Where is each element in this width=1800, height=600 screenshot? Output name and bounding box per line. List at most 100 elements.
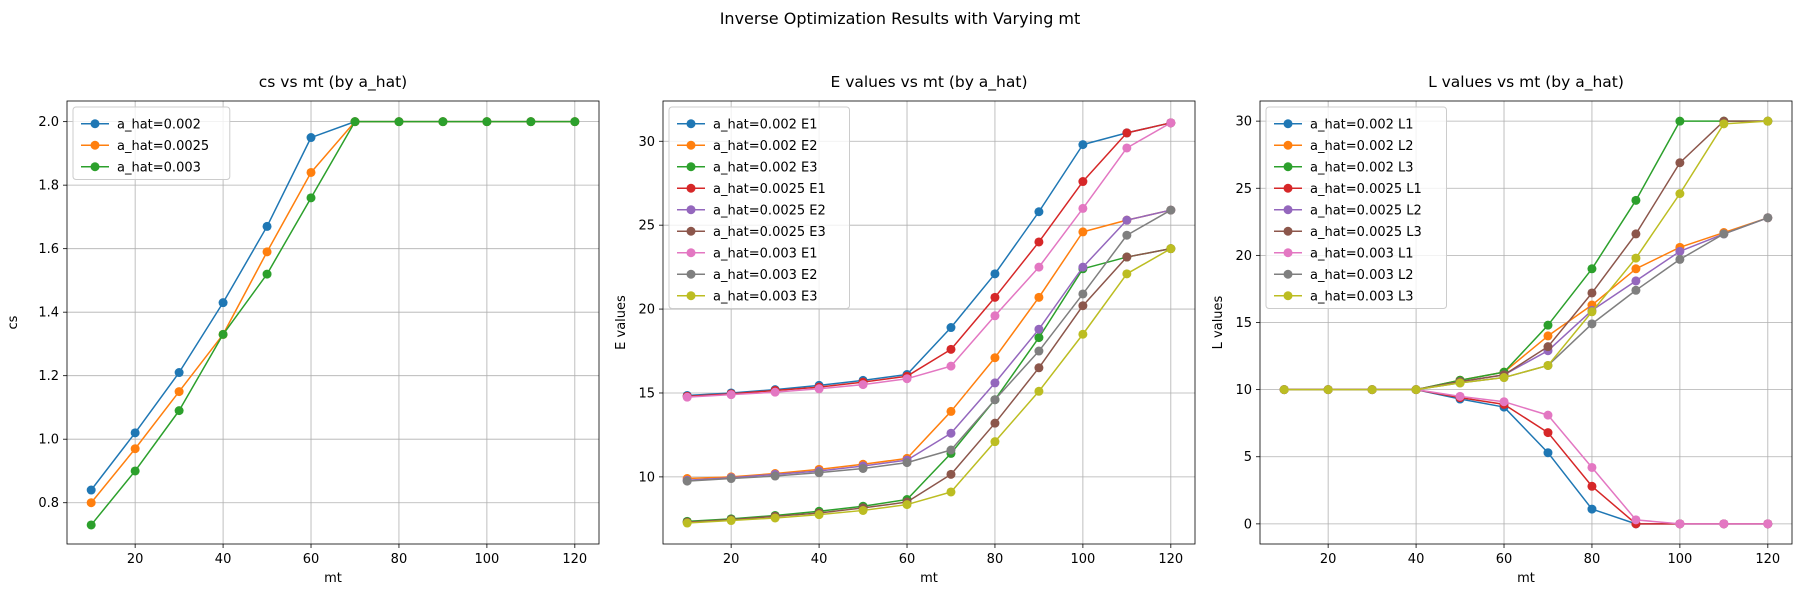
chart-title: L values vs mt (by a_hat) — [1428, 73, 1624, 92]
legend-label: a_hat=0.002 E1 — [713, 117, 818, 132]
data-point — [1499, 373, 1509, 383]
legend: a_hat=0.002 L1 a_hat=0.002 L2 a_hat=0.002 … — [1265, 106, 1447, 309]
legend-label: a_hat=0.0025 L1 — [1310, 182, 1422, 197]
x-tick-label: 100 — [1070, 552, 1095, 567]
data-point — [130, 466, 140, 476]
data-point — [814, 468, 824, 478]
data-point — [1034, 333, 1044, 343]
data-point — [1719, 519, 1729, 529]
legend-marker — [686, 248, 696, 258]
data-point — [946, 445, 956, 455]
legend-marker — [686, 162, 696, 172]
data-point — [1034, 292, 1044, 302]
data-point — [902, 374, 912, 384]
legend-marker — [1283, 183, 1293, 193]
data-point — [1034, 386, 1044, 396]
x-tick-label: 40 — [1408, 552, 1425, 567]
legend-marker — [686, 140, 696, 150]
data-point — [902, 458, 912, 468]
data-point — [902, 500, 912, 510]
series-line-2 — [687, 209, 1171, 480]
data-point — [1078, 177, 1088, 187]
legend-label: a_hat=0.002 E3 — [713, 160, 818, 175]
data-point — [1078, 140, 1088, 150]
y-tick-label: 2.0 — [38, 115, 59, 130]
data-point — [1719, 119, 1729, 129]
legend-box — [668, 106, 850, 309]
y-axis-label: L values — [1211, 295, 1226, 349]
axes-frame — [66, 100, 600, 545]
y-tick-label: 25 — [638, 219, 655, 234]
data-point — [394, 117, 404, 127]
data-point — [946, 406, 956, 416]
data-point — [726, 474, 736, 484]
y-tick-label: 1.0 — [38, 433, 59, 448]
legend-label: a_hat=0.003 E2 — [713, 268, 818, 283]
x-tick-label: 20 — [723, 552, 740, 567]
legend-marker — [686, 183, 696, 193]
data-point — [1166, 118, 1176, 128]
x-axis-label: mt — [1517, 571, 1535, 586]
data-point — [814, 384, 824, 394]
data-point — [1543, 331, 1553, 341]
data-point — [1675, 254, 1685, 264]
y-tick-label: 0.8 — [38, 496, 59, 511]
y-tick-label: 1.6 — [38, 242, 59, 257]
legend-label: a_hat=0.0025 — [117, 139, 209, 154]
data-point — [218, 329, 228, 339]
data-point — [1631, 264, 1641, 274]
data-point — [946, 428, 956, 438]
data-point — [1122, 128, 1132, 138]
data-point — [990, 292, 1000, 302]
data-point — [1543, 428, 1553, 438]
data-point — [946, 487, 956, 497]
x-tick-label: 100 — [474, 552, 499, 567]
axes-frame — [1259, 100, 1793, 545]
legend-marker — [686, 226, 696, 236]
data-point — [1279, 385, 1289, 395]
legend: a_hat=0.002 a_hat=0.0025 a_hat=0.003 — [72, 106, 231, 180]
data-point — [350, 117, 360, 127]
data-point — [682, 392, 692, 402]
data-point — [1631, 515, 1641, 525]
legend-label: a_hat=0.003 E1 — [713, 246, 818, 261]
data-point — [1034, 346, 1044, 356]
legend-marker — [686, 119, 696, 129]
data-point — [726, 390, 736, 400]
y-tick-label: 30 — [1235, 115, 1252, 130]
data-point — [990, 378, 1000, 388]
data-point — [130, 428, 140, 438]
data-point — [1763, 116, 1773, 126]
legend-box — [72, 106, 231, 180]
data-point — [946, 361, 956, 371]
y-tick-label: 5 — [1244, 450, 1252, 465]
data-point — [174, 406, 184, 416]
data-point — [1122, 252, 1132, 262]
legend-label: a_hat=0.003 L2 — [1310, 268, 1414, 283]
data-point — [130, 444, 140, 454]
data-point — [1763, 213, 1773, 223]
data-point — [990, 418, 1000, 428]
data-point — [262, 269, 272, 279]
data-point — [1122, 230, 1132, 240]
axes-frame — [662, 100, 1196, 545]
x-tick-label: 40 — [215, 552, 232, 567]
data-point — [1455, 391, 1465, 401]
series-line-8 — [687, 209, 1172, 482]
x-tick-label: 80 — [987, 552, 1004, 567]
data-point — [86, 520, 96, 530]
data-point — [682, 518, 692, 528]
legend-label: a_hat=0.0025 E1 — [713, 182, 826, 197]
data-point — [306, 167, 316, 177]
data-point — [770, 513, 780, 523]
data-point — [858, 380, 868, 390]
data-point — [438, 117, 448, 127]
legend-label: a_hat=0.002 L1 — [1310, 117, 1414, 132]
data-point — [1122, 215, 1132, 225]
data-point — [1078, 329, 1088, 339]
data-point — [174, 368, 184, 378]
y-tick-label: 1.2 — [38, 369, 59, 384]
data-point — [858, 463, 868, 473]
legend-marker — [1283, 162, 1293, 172]
